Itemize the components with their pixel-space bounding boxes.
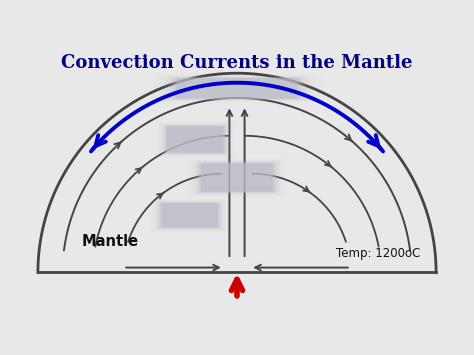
FancyBboxPatch shape [196, 162, 278, 193]
FancyBboxPatch shape [161, 203, 218, 228]
FancyBboxPatch shape [156, 201, 223, 230]
FancyBboxPatch shape [173, 77, 301, 99]
FancyBboxPatch shape [164, 125, 227, 154]
FancyBboxPatch shape [201, 163, 273, 192]
FancyBboxPatch shape [158, 202, 221, 229]
Text: Temp: 1200oC: Temp: 1200oC [336, 247, 420, 260]
FancyBboxPatch shape [162, 124, 229, 155]
FancyBboxPatch shape [199, 163, 275, 192]
FancyBboxPatch shape [167, 126, 224, 153]
FancyBboxPatch shape [157, 202, 222, 229]
FancyBboxPatch shape [194, 161, 280, 194]
Text: Convection Currents in the Mantle: Convection Currents in the Mantle [61, 54, 413, 72]
FancyBboxPatch shape [164, 76, 310, 100]
FancyBboxPatch shape [160, 203, 219, 228]
FancyBboxPatch shape [176, 78, 298, 99]
FancyBboxPatch shape [167, 77, 307, 100]
FancyBboxPatch shape [171, 77, 303, 100]
FancyBboxPatch shape [198, 162, 276, 193]
FancyBboxPatch shape [165, 126, 225, 153]
Text: Mantle: Mantle [82, 234, 139, 250]
FancyBboxPatch shape [163, 125, 228, 154]
